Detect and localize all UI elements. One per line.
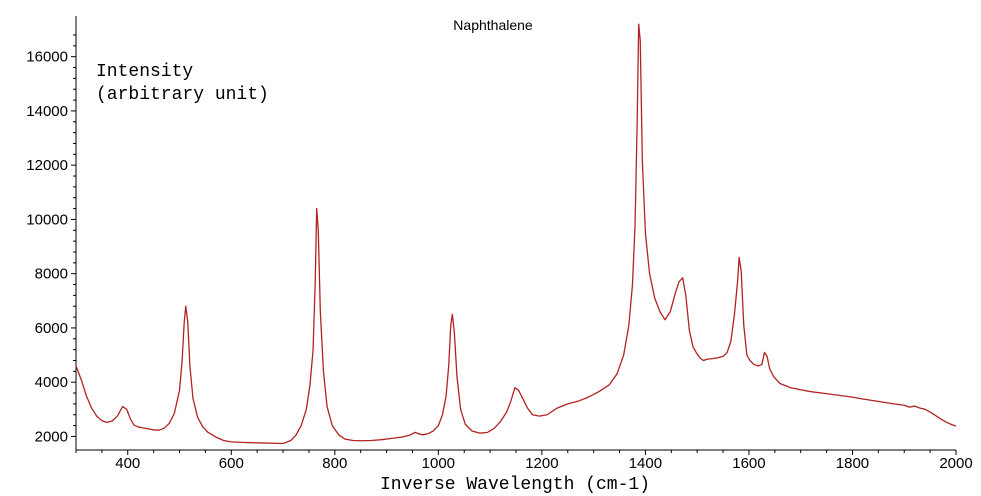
x-tick-label: 600 — [219, 455, 244, 472]
y-axis-label-line-2: (arbitrary unit) — [96, 85, 269, 105]
x-axis-label: Inverse Wavelength (cm-1) — [380, 475, 650, 495]
chart-title: Naphthalene — [453, 17, 533, 33]
y-tick-label: 12000 — [26, 157, 68, 174]
y-tick-label: 10000 — [26, 211, 68, 228]
x-tick-label: 400 — [115, 455, 140, 472]
x-tick-label: 1200 — [525, 455, 558, 472]
x-tick-label: 1800 — [836, 455, 869, 472]
spectrum-series-line — [75, 23, 957, 445]
series-layer — [75, 23, 957, 445]
axes — [75, 16, 956, 451]
x-tick-label: 1000 — [422, 455, 455, 472]
x-tick-label: 2000 — [939, 455, 972, 472]
x-tick-label: 800 — [322, 455, 347, 472]
y-tick-label: 8000 — [35, 266, 68, 283]
y-tick-label: 2000 — [35, 428, 68, 445]
y-axis-label-line-1: Intensity — [96, 62, 193, 82]
y-tick-label: 14000 — [26, 103, 68, 120]
ticks: 2000 4000 6000 8000 10000 12000 14000 16000 400 6… — [26, 34, 973, 472]
y-tick-label: 6000 — [35, 320, 68, 337]
y-tick-label: 4000 — [35, 374, 68, 391]
y-tick-label: 16000 — [26, 49, 68, 66]
x-tick-label: 1400 — [629, 455, 662, 472]
x-tick-label: 1600 — [732, 455, 765, 472]
